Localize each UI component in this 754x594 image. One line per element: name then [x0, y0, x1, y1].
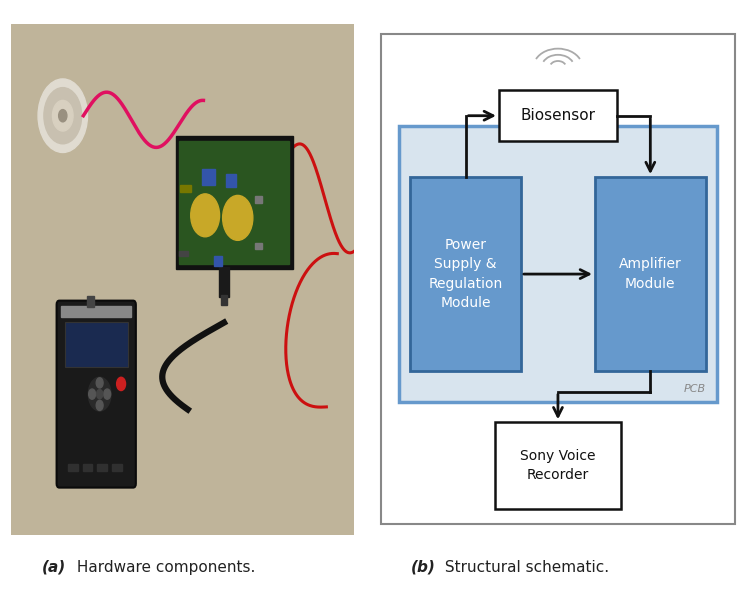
- Bar: [68, 464, 78, 470]
- Text: Biosensor: Biosensor: [520, 108, 596, 123]
- Bar: [255, 244, 262, 248]
- Circle shape: [97, 378, 103, 388]
- Bar: [202, 169, 216, 185]
- Text: Hardware components.: Hardware components.: [72, 560, 255, 575]
- Bar: [225, 175, 236, 187]
- Bar: [499, 90, 617, 141]
- Text: Sony Voice
Recorder: Sony Voice Recorder: [520, 450, 596, 482]
- Bar: [176, 136, 293, 269]
- Circle shape: [97, 400, 103, 410]
- Text: Power
Supply &
Regulation
Module: Power Supply & Regulation Module: [428, 238, 503, 310]
- Circle shape: [88, 377, 111, 411]
- Circle shape: [104, 389, 111, 399]
- Bar: [179, 251, 188, 256]
- Bar: [255, 197, 262, 203]
- Text: PCB: PCB: [684, 384, 706, 394]
- Circle shape: [44, 87, 81, 144]
- Circle shape: [38, 79, 87, 153]
- Text: Amplifier
Module: Amplifier Module: [619, 257, 682, 291]
- Text: (b): (b): [411, 560, 436, 575]
- Bar: [83, 464, 92, 470]
- Bar: [97, 464, 107, 470]
- Circle shape: [191, 194, 219, 237]
- Bar: [179, 141, 290, 264]
- FancyBboxPatch shape: [65, 321, 127, 367]
- Bar: [180, 185, 192, 192]
- Bar: [221, 295, 227, 305]
- Bar: [219, 267, 229, 297]
- Bar: [61, 307, 131, 318]
- Text: Structural schematic.: Structural schematic.: [440, 560, 608, 575]
- Bar: [112, 464, 122, 470]
- Bar: [410, 177, 521, 371]
- Circle shape: [97, 390, 103, 399]
- Bar: [595, 177, 706, 371]
- Bar: [87, 296, 93, 307]
- Circle shape: [59, 109, 67, 122]
- Circle shape: [117, 377, 126, 390]
- Circle shape: [222, 195, 253, 241]
- Circle shape: [89, 389, 96, 399]
- Bar: [399, 126, 717, 402]
- Bar: [495, 422, 621, 509]
- Circle shape: [53, 100, 73, 131]
- FancyBboxPatch shape: [57, 301, 136, 488]
- Text: (a): (a): [41, 560, 66, 575]
- Bar: [213, 256, 222, 266]
